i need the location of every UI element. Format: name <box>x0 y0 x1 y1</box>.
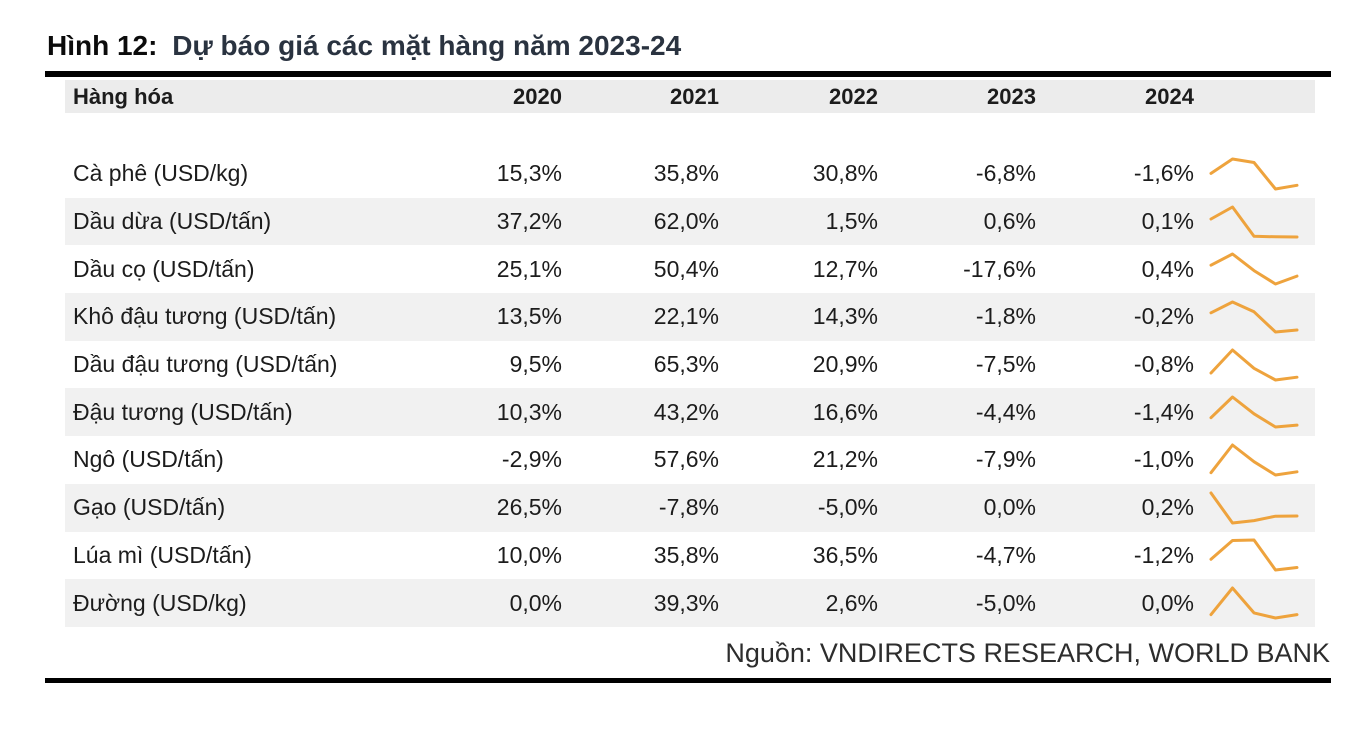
trend-sparkline <box>1194 198 1315 246</box>
value-2020: 10,3% <box>496 398 562 425</box>
value-2024: 0,4% <box>1141 255 1194 282</box>
trend-sparkline <box>1194 484 1315 532</box>
value-2022: 30,8% <box>812 160 878 187</box>
source-note: Nguồn: VNDIRECTS RESEARCH, WORLD BANK <box>725 638 1330 668</box>
value-2022: 14,3% <box>812 303 878 330</box>
header-gap <box>65 113 1315 150</box>
value-2024: -1,4% <box>1133 398 1194 425</box>
table-bottom-rule <box>45 678 1331 683</box>
commodity-name: Đậu tương (USD/tấn) <box>73 398 293 425</box>
trend-sparkline <box>1194 150 1315 198</box>
table-row-soybean: Đậu tương (USD/tấn) 10,3% 43,2% 16,6% -4… <box>65 388 1315 437</box>
value-2023: -6,8% <box>975 160 1036 187</box>
commodity-name: Khô đậu tương (USD/tấn) <box>73 303 337 330</box>
value-2024: -0,8% <box>1133 351 1194 378</box>
trend-sparkline <box>1194 293 1315 341</box>
value-2020: 26,5% <box>496 494 562 521</box>
value-2022: 12,7% <box>812 255 878 282</box>
value-2023: -4,7% <box>975 541 1036 568</box>
value-2020: 13,5% <box>496 303 562 330</box>
value-2021: 50,4% <box>653 255 719 282</box>
value-2021: 65,3% <box>653 351 719 378</box>
value-2020: 37,2% <box>496 208 562 235</box>
commodity-name: Ngô (USD/tấn) <box>73 446 224 473</box>
value-2020: 15,3% <box>496 160 562 187</box>
value-2023: -17,6% <box>963 255 1036 282</box>
value-2023: -7,5% <box>975 351 1036 378</box>
column-header-commodity: Hàng hóa <box>73 83 174 109</box>
table-row-rice: Gạo (USD/tấn) 26,5% -7,8% -5,0% 0,0% 0,2… <box>65 483 1315 532</box>
value-2023: 0,0% <box>983 494 1036 521</box>
value-2024: -1,2% <box>1133 541 1194 568</box>
column-header-sparkline-empty <box>1194 80 1315 113</box>
table-row-palm-oil: Dầu cọ (USD/tấn) 25,1% 50,4% 12,7% -17,6… <box>65 245 1315 293</box>
value-2021: 43,2% <box>653 398 719 425</box>
value-2021: 35,8% <box>653 541 719 568</box>
value-2021: 57,6% <box>653 446 719 473</box>
value-2020: 25,1% <box>496 255 562 282</box>
value-2020: -2,9% <box>501 446 562 473</box>
value-2021: 62,0% <box>653 208 719 235</box>
value-2022: -5,0% <box>817 494 878 521</box>
figure-title-text: Dự báo giá các mặt hàng năm 2023-24 <box>172 30 682 61</box>
value-2024: -1,6% <box>1133 160 1194 187</box>
value-2023: 0,6% <box>983 208 1036 235</box>
trend-sparkline <box>1194 388 1315 436</box>
column-header-2022: 2022 <box>829 83 878 109</box>
commodity-name: Gạo (USD/tấn) <box>73 494 226 521</box>
trend-sparkline <box>1194 532 1315 580</box>
value-2023: -7,9% <box>975 446 1036 473</box>
value-2023: -4,4% <box>975 398 1036 425</box>
value-2022: 20,9% <box>812 351 878 378</box>
value-2020: 0,0% <box>509 589 562 616</box>
value-2024: -1,0% <box>1133 446 1194 473</box>
commodity-name: Dầu cọ (USD/tấn) <box>73 255 255 282</box>
table-row-coffee: Cà phê (USD/kg) 15,3% 35,8% 30,8% -6,8% … <box>65 150 1315 198</box>
trend-sparkline <box>1194 341 1315 389</box>
value-2021: 22,1% <box>653 303 719 330</box>
table-row-soybean-meal: Khô đậu tương (USD/tấn) 13,5% 22,1% 14,3… <box>65 293 1315 341</box>
trend-sparkline <box>1194 436 1315 484</box>
table-row-sugar: Đường (USD/kg) 0,0% 39,3% 2,6% -5,0% 0,0… <box>65 579 1315 627</box>
trend-sparkline <box>1194 579 1315 627</box>
column-header-2024: 2024 <box>1145 83 1194 109</box>
trend-sparkline <box>1194 245 1315 293</box>
value-2024: -0,2% <box>1133 303 1194 330</box>
value-2021: 39,3% <box>653 589 719 616</box>
value-2021: -7,8% <box>658 494 719 521</box>
value-2022: 1,5% <box>825 208 878 235</box>
table-row-soybean-oil: Dầu đậu tương (USD/tấn) 9,5% 65,3% 20,9%… <box>65 341 1315 389</box>
value-2023: -1,8% <box>975 303 1036 330</box>
figure-title-prefix: Hình 12: <box>47 30 158 61</box>
value-2024: 0,0% <box>1141 589 1194 616</box>
column-header-2021: 2021 <box>670 83 719 109</box>
value-2024: 0,1% <box>1141 208 1194 235</box>
value-2022: 36,5% <box>812 541 878 568</box>
commodity-name: Lúa mì (USD/tấn) <box>73 541 252 568</box>
value-2024: 0,2% <box>1141 494 1194 521</box>
table-top-rule <box>45 71 1331 77</box>
value-2020: 9,5% <box>509 351 562 378</box>
value-2021: 35,8% <box>653 160 719 187</box>
commodity-name: Cà phê (USD/kg) <box>73 160 249 187</box>
value-2022: 21,2% <box>812 446 878 473</box>
figure-title: Hình 12: Dự báo giá các mặt hàng năm 202… <box>47 30 681 62</box>
commodity-name: Dầu đậu tương (USD/tấn) <box>73 351 338 378</box>
column-header-2023: 2023 <box>987 83 1036 109</box>
table-row-coconut-oil: Dầu dừa (USD/tấn) 37,2% 62,0% 1,5% 0,6% … <box>65 197 1315 246</box>
commodity-name: Đường (USD/kg) <box>73 589 247 616</box>
value-2020: 10,0% <box>496 541 562 568</box>
table-header-row: Hàng hóa 2020 2021 2022 2023 2024 <box>65 80 1315 113</box>
value-2022: 16,6% <box>812 398 878 425</box>
table-row-corn: Ngô (USD/tấn) -2,9% 57,6% 21,2% -7,9% -1… <box>65 436 1315 484</box>
column-header-2020: 2020 <box>513 83 562 109</box>
value-2022: 2,6% <box>825 589 878 616</box>
commodity-forecast-table: Hàng hóa 2020 2021 2022 2023 2024 Cà phê… <box>65 80 1315 627</box>
commodity-name: Dầu dừa (USD/tấn) <box>73 208 272 235</box>
table-row-wheat: Lúa mì (USD/tấn) 10,0% 35,8% 36,5% -4,7%… <box>65 532 1315 580</box>
value-2023: -5,0% <box>975 589 1036 616</box>
